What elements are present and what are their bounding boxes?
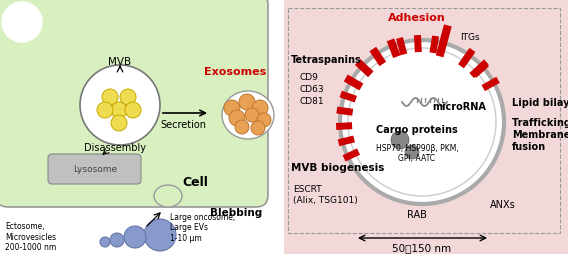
- Polygon shape: [343, 148, 360, 162]
- Text: microRNA: microRNA: [432, 102, 486, 112]
- Circle shape: [80, 65, 160, 145]
- Circle shape: [97, 102, 113, 118]
- Circle shape: [252, 100, 268, 116]
- Text: ITGs: ITGs: [460, 34, 479, 42]
- Polygon shape: [336, 107, 353, 116]
- Bar: [284, 0, 568, 254]
- Text: ESCRT
(Alix, TSG101): ESCRT (Alix, TSG101): [293, 185, 358, 205]
- Polygon shape: [471, 61, 489, 78]
- Circle shape: [111, 102, 127, 118]
- Text: Secretion: Secretion: [160, 120, 206, 130]
- Polygon shape: [436, 24, 452, 57]
- Text: Adhesion: Adhesion: [388, 13, 446, 23]
- Text: Cargo proteins: Cargo proteins: [376, 125, 458, 135]
- Text: Large oncosome,
Large EVs
1-10 μm: Large oncosome, Large EVs 1-10 μm: [170, 213, 235, 243]
- Polygon shape: [429, 36, 439, 53]
- Circle shape: [235, 120, 249, 134]
- FancyBboxPatch shape: [0, 0, 268, 207]
- Text: CD81: CD81: [300, 98, 325, 106]
- Circle shape: [340, 40, 504, 204]
- Polygon shape: [355, 59, 374, 77]
- Text: ANXs: ANXs: [490, 200, 516, 210]
- Circle shape: [405, 145, 419, 159]
- Polygon shape: [460, 49, 475, 67]
- Circle shape: [124, 226, 146, 248]
- Polygon shape: [414, 35, 422, 52]
- Polygon shape: [340, 91, 357, 103]
- Polygon shape: [387, 38, 400, 58]
- Text: Ectosome,
Microvesicles
200-1000 nm: Ectosome, Microvesicles 200-1000 nm: [5, 222, 56, 252]
- Text: Tetraspanins: Tetraspanins: [291, 55, 362, 65]
- Polygon shape: [344, 74, 364, 90]
- Polygon shape: [338, 136, 355, 146]
- Circle shape: [229, 110, 245, 126]
- Polygon shape: [369, 47, 386, 66]
- Text: CD9: CD9: [300, 73, 319, 83]
- Text: RAB: RAB: [407, 210, 427, 220]
- Circle shape: [224, 100, 240, 116]
- Text: Cell: Cell: [182, 177, 208, 189]
- Circle shape: [144, 219, 176, 251]
- Text: Exosomes: Exosomes: [204, 67, 266, 77]
- Text: 50～150 nm: 50～150 nm: [392, 243, 452, 253]
- Polygon shape: [396, 37, 407, 55]
- FancyBboxPatch shape: [48, 154, 141, 184]
- Circle shape: [2, 2, 42, 42]
- Circle shape: [239, 94, 255, 110]
- Circle shape: [125, 102, 141, 118]
- Circle shape: [111, 115, 127, 131]
- Text: CD63: CD63: [300, 86, 325, 94]
- Ellipse shape: [222, 91, 274, 139]
- Polygon shape: [482, 77, 500, 91]
- Circle shape: [110, 233, 124, 247]
- Circle shape: [102, 89, 118, 105]
- Ellipse shape: [154, 185, 182, 207]
- Circle shape: [251, 121, 265, 135]
- Circle shape: [257, 113, 271, 127]
- Circle shape: [245, 108, 259, 122]
- Text: Lipid bilayer: Lipid bilayer: [512, 98, 568, 108]
- Text: HSP70, HSP90β, PKM,
GPI, AATC: HSP70, HSP90β, PKM, GPI, AATC: [375, 144, 458, 163]
- Circle shape: [100, 237, 110, 247]
- Polygon shape: [469, 59, 488, 78]
- Text: MVB: MVB: [108, 57, 132, 67]
- Polygon shape: [458, 48, 475, 68]
- Text: MVB biogenesis: MVB biogenesis: [291, 163, 385, 173]
- Text: Blebbing: Blebbing: [210, 208, 262, 218]
- Text: Trafficking &
Membrane
fusion: Trafficking & Membrane fusion: [512, 118, 568, 152]
- Text: Disassembly: Disassembly: [84, 143, 146, 153]
- Circle shape: [391, 131, 409, 149]
- Text: Lysosome: Lysosome: [73, 165, 117, 173]
- Circle shape: [348, 48, 496, 196]
- Bar: [288, 8, 560, 233]
- Polygon shape: [336, 122, 352, 130]
- Circle shape: [120, 89, 136, 105]
